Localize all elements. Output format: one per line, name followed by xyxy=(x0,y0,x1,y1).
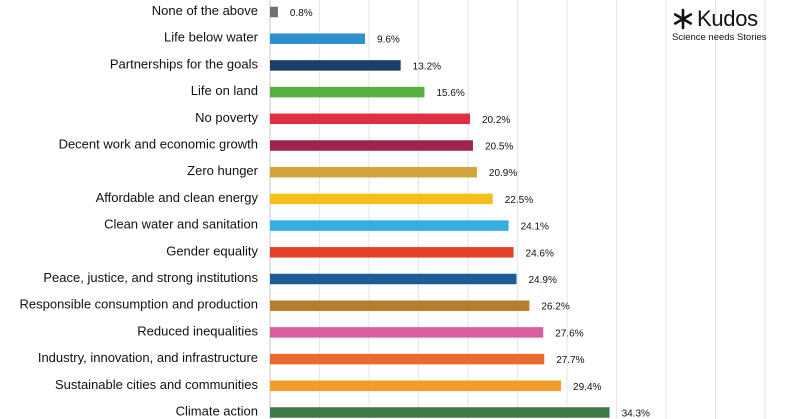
bar xyxy=(270,327,544,338)
category-label: None of the above xyxy=(152,3,258,18)
category-label: Industry, innovation, and infrastructure xyxy=(38,350,258,365)
bar xyxy=(270,247,514,258)
bar xyxy=(270,6,278,18)
value-label: 20.5% xyxy=(485,142,513,153)
bar xyxy=(270,380,562,392)
value-label: 24.9% xyxy=(529,275,557,286)
category-label: Decent work and economic growth xyxy=(59,137,258,152)
asterisk-icon xyxy=(673,8,693,30)
category-labels: None of the above Life below water Partner… xyxy=(20,3,259,419)
brand-logo: Kudos Science needs Stories xyxy=(672,6,784,46)
bar xyxy=(270,193,493,205)
category-label: No poverty xyxy=(195,110,258,125)
brand-name: Kudos xyxy=(697,6,758,31)
bar xyxy=(270,220,509,231)
value-label: 24.6% xyxy=(526,248,554,259)
value-label: 26.2% xyxy=(541,302,569,313)
value-label: 22.5% xyxy=(505,195,533,206)
category-label: Gender equality xyxy=(166,243,258,258)
category-label: Reduced inequalities xyxy=(137,323,258,338)
value-label: 20.2% xyxy=(482,115,510,126)
value-label: 9.6% xyxy=(377,35,400,46)
bar xyxy=(270,60,401,71)
category-label: Clean water and sanitation xyxy=(104,217,258,232)
bar xyxy=(270,353,545,365)
category-label: Life below water xyxy=(164,30,259,45)
bar xyxy=(270,407,610,418)
bar xyxy=(270,273,517,285)
bar xyxy=(270,113,470,125)
category-label: Life on land xyxy=(191,83,258,98)
category-label: Affordable and clean energy xyxy=(96,190,259,205)
bar xyxy=(270,166,477,178)
value-label: 34.3% xyxy=(622,409,650,419)
category-label: Responsible consumption and production xyxy=(20,297,259,312)
category-label: Peace, justice, and strong institutions xyxy=(43,270,258,285)
bar xyxy=(270,300,530,311)
value-label: 29.4% xyxy=(573,382,601,393)
category-label: Zero hunger xyxy=(187,163,258,178)
value-label: 20.9% xyxy=(489,168,517,179)
category-label: Sustainable cities and communities xyxy=(55,377,259,392)
value-label: 24.1% xyxy=(521,222,549,233)
bar xyxy=(270,33,366,44)
value-label: 27.7% xyxy=(556,355,584,366)
value-label: 27.6% xyxy=(555,328,583,339)
bar xyxy=(270,86,425,98)
value-label: 13.2% xyxy=(413,61,441,72)
bar xyxy=(270,140,473,151)
category-label: Climate action xyxy=(176,404,258,419)
value-labels: 0.8% 9.6% 13.2% 15.6% 20.2% 20.5% 20.9% 22.5% 24… xyxy=(290,8,650,419)
brand-tagline: Science needs Stories xyxy=(672,32,767,43)
value-label: 0.8% xyxy=(290,8,313,19)
category-label: Partnerships for the goals xyxy=(110,56,259,71)
value-label: 15.6% xyxy=(436,88,464,99)
bars xyxy=(270,6,610,418)
